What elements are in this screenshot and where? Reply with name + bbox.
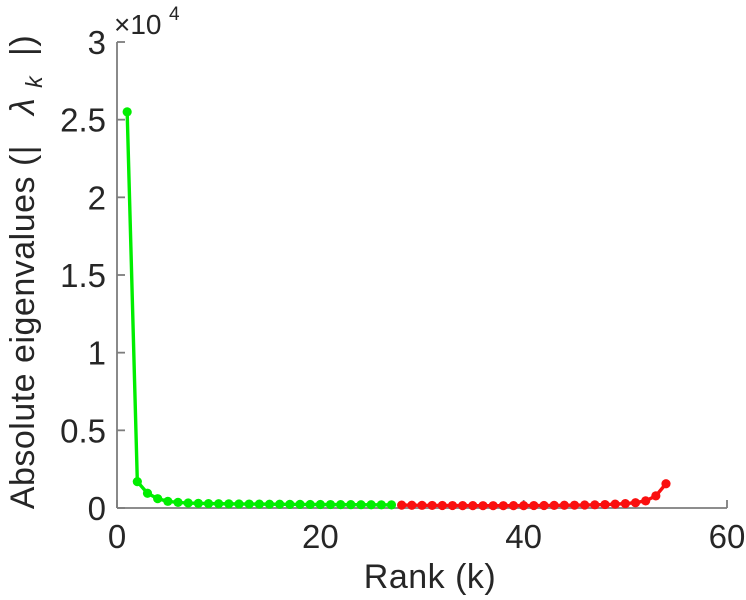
data-series	[122, 107, 671, 511]
axes: 0 20 40 60 0 0.5 1 1.5 2 2.5 3	[60, 24, 745, 555]
exponent-base: ×10	[114, 9, 162, 40]
series-leading-eigenvalues-green	[122, 107, 397, 510]
data-point	[234, 499, 244, 509]
data-point	[244, 499, 254, 509]
lambda-symbol: λ	[4, 98, 42, 117]
data-point	[325, 499, 336, 510]
x-axis-label: Rank (k)	[364, 558, 496, 596]
data-point	[600, 499, 610, 510]
data-point	[356, 500, 366, 510]
data-point	[498, 501, 508, 511]
data-point	[437, 500, 447, 511]
data-point	[508, 501, 519, 511]
data-point	[203, 498, 214, 509]
data-point	[478, 501, 488, 511]
data-point	[386, 500, 397, 510]
y-axis-tick-labels: 0 0.5 1 1.5 2 2.5 3	[60, 24, 106, 527]
data-point	[651, 491, 661, 501]
data-point	[153, 494, 163, 504]
data-point	[610, 499, 620, 509]
data-point	[539, 500, 549, 511]
y-axis-ticks	[117, 41, 125, 509]
data-point	[519, 500, 529, 511]
y-axis-label-text: Absolute eigenvalues (|	[4, 125, 42, 509]
data-point	[468, 501, 478, 511]
data-point	[590, 500, 600, 510]
exponent-power: 4	[169, 4, 180, 25]
y-tick-label: 0	[88, 490, 106, 527]
data-point	[641, 496, 651, 506]
data-point	[285, 499, 295, 509]
y-axis-label-suffix: |)	[4, 35, 42, 66]
data-point	[376, 500, 386, 510]
data-point	[122, 107, 132, 117]
data-point	[193, 498, 203, 508]
data-point	[417, 500, 427, 510]
data-point	[214, 499, 224, 509]
data-point	[173, 497, 183, 508]
data-point	[397, 500, 407, 510]
data-point	[224, 499, 234, 509]
data-point	[295, 499, 305, 509]
y-tick-label: 3	[88, 24, 106, 61]
data-point	[275, 499, 285, 509]
y-tick-label: 2.5	[60, 102, 106, 139]
data-point	[305, 499, 315, 510]
data-point	[458, 500, 468, 511]
data-point	[549, 500, 559, 510]
x-axis-tick-labels: 0 20 40 60	[108, 518, 746, 555]
data-point	[142, 488, 153, 498]
y-axis-label: Absolute eigenvalues (| λ k |)	[4, 35, 50, 509]
data-point	[447, 500, 458, 511]
data-point	[427, 500, 437, 511]
data-point	[254, 499, 264, 509]
data-point	[569, 500, 580, 510]
data-point	[183, 498, 193, 508]
data-point	[630, 498, 641, 508]
data-point	[661, 479, 671, 489]
data-point	[559, 500, 569, 510]
data-point	[336, 500, 346, 510]
y-tick-label: 1	[88, 335, 106, 372]
x-tick-label: 20	[302, 518, 339, 555]
data-point	[366, 500, 376, 510]
y-tick-label: 0.5	[60, 412, 106, 449]
series-trailing-eigenvalues-red	[397, 479, 671, 511]
data-point	[488, 501, 498, 511]
x-tick-label: 40	[505, 518, 542, 555]
data-point	[163, 496, 173, 506]
y-tick-label: 2	[88, 179, 106, 216]
data-point	[529, 500, 539, 511]
x-tick-label: 60	[709, 518, 746, 555]
data-point	[580, 500, 590, 510]
series-line	[125, 110, 394, 507]
x-tick-label: 0	[108, 518, 126, 555]
data-point	[264, 499, 275, 509]
data-point	[132, 476, 142, 487]
data-point	[346, 500, 356, 510]
data-point	[315, 499, 325, 510]
y-tick-label: 1.5	[60, 257, 106, 294]
data-point	[407, 500, 417, 510]
y-axis-exponent: ×10 4	[114, 4, 180, 40]
lambda-subscript: k	[21, 75, 47, 88]
data-point	[620, 498, 630, 509]
